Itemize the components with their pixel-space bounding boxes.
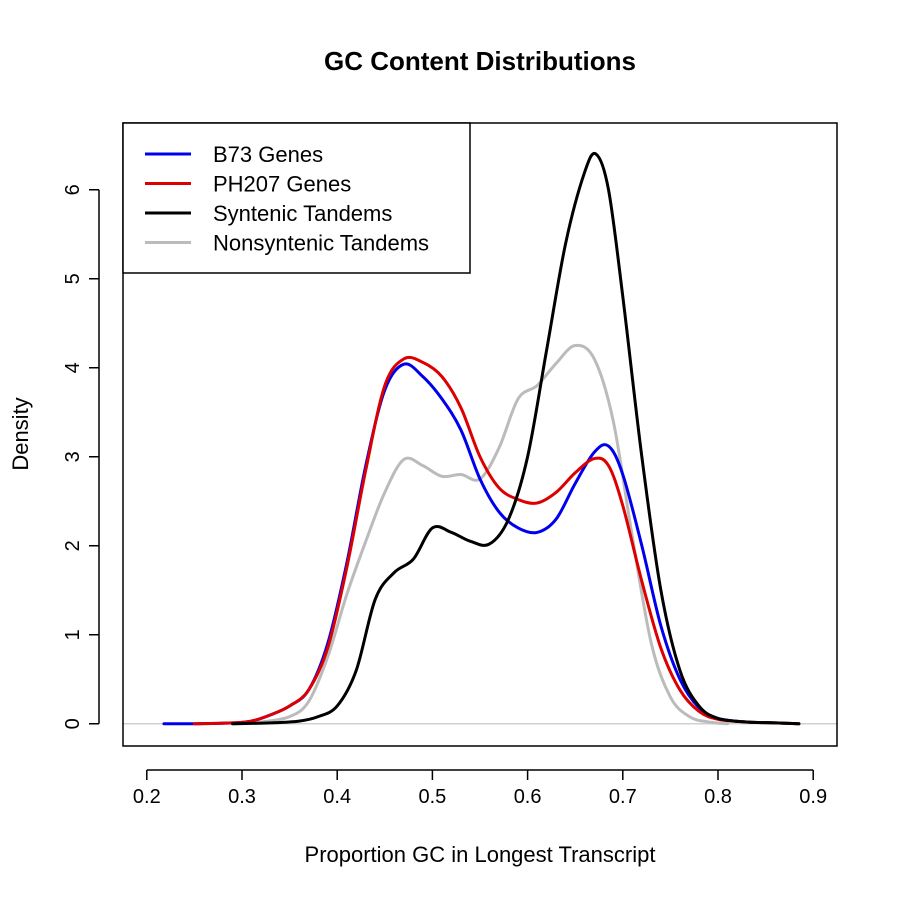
series-line-syntenic-tandems <box>230 151 801 726</box>
x-axis: 0.2 0.3 0.4 0.5 0.6 0.7 0.8 0.9 <box>133 769 827 808</box>
y-tick-label: 3 <box>62 451 84 462</box>
y-axis-label: Density <box>8 397 33 470</box>
series-layer <box>162 151 801 726</box>
legend-box <box>122 122 471 274</box>
x-tick-label: 0.5 <box>418 786 446 808</box>
y-tick-label: 4 <box>62 362 84 373</box>
series-line-nonsyntenic-tandems <box>230 343 730 726</box>
plot-frame <box>122 122 838 747</box>
series-line-ph207-genes <box>192 355 801 726</box>
legend: B73 Genes PH207 Genes Syntenic Tandems Nons… <box>122 122 471 274</box>
x-tick-label: 0.9 <box>799 786 827 808</box>
legend-label-b73-genes: B73 Genes <box>213 142 323 167</box>
y-tick-label: 0 <box>62 718 84 729</box>
legend-label-nonsyntenic-tandems: Nonsyntenic Tandems <box>213 231 429 256</box>
x-tick-label: 0.2 <box>133 786 161 808</box>
legend-label-ph207-genes: PH207 Genes <box>213 172 351 197</box>
x-tick-label: 0.3 <box>228 786 256 808</box>
x-tick-label: 0.7 <box>609 786 637 808</box>
x-tick-label: 0.6 <box>514 786 542 808</box>
x-axis-label: Proportion GC in Longest Transcript <box>305 842 656 867</box>
y-tick-label: 6 <box>62 184 84 195</box>
chart-title: GC Content Distributions <box>324 46 636 76</box>
x-tick-label: 0.8 <box>704 786 732 808</box>
y-tick-label: 5 <box>62 273 84 284</box>
y-tick-label: 1 <box>62 629 84 640</box>
x-tick-label: 0.4 <box>323 786 351 808</box>
y-axis: 0 1 2 3 4 5 6 <box>62 184 100 729</box>
legend-label-syntenic-tandems: Syntenic Tandems <box>213 201 392 226</box>
y-tick-label: 2 <box>62 540 84 551</box>
